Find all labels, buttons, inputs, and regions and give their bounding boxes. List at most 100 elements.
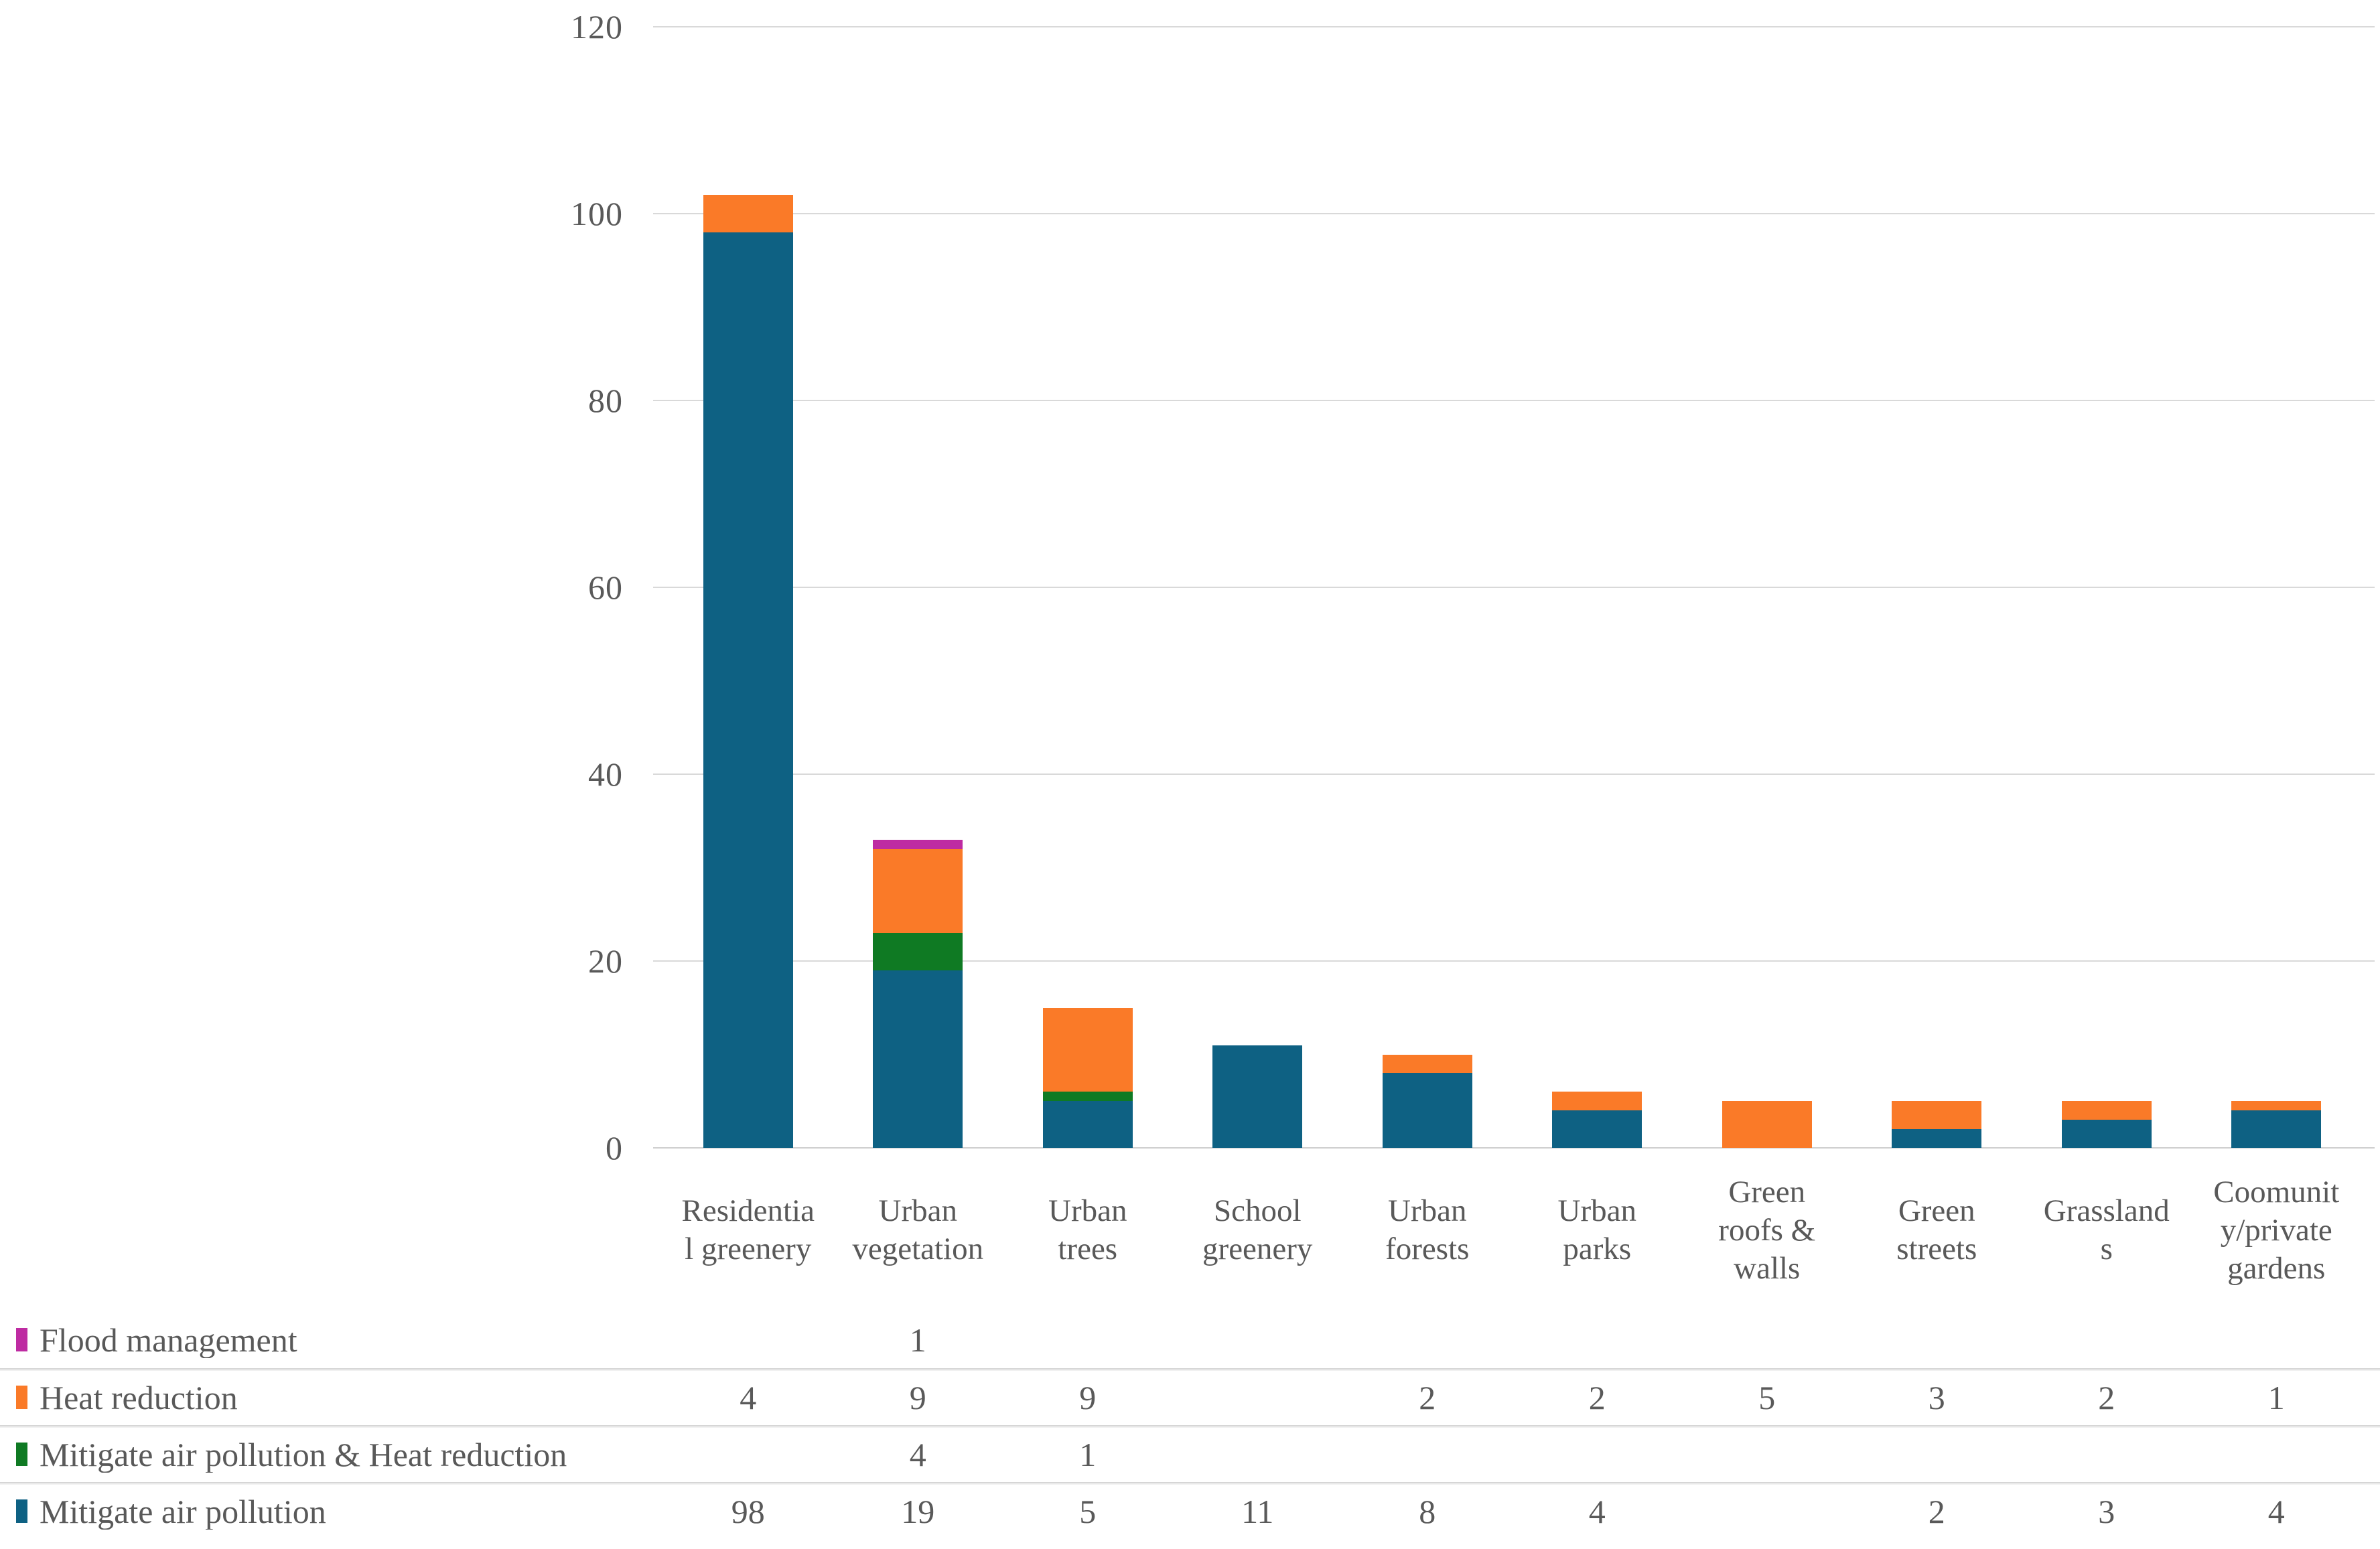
- gridline: [653, 587, 2375, 588]
- table-value-cell: [1682, 1436, 1852, 1473]
- legend-row-label: Mitigate air pollution & Heat reduction: [0, 1436, 663, 1473]
- table-value-cell: [1852, 1322, 2022, 1358]
- table-value-cell: 8: [1419, 1492, 1436, 1530]
- x-category-label: Urban trees: [1048, 1193, 1127, 1266]
- bar-column: [1003, 27, 1173, 1148]
- table-value-cells: 1: [663, 1322, 2361, 1358]
- table-value-cell: 2: [2098, 1378, 2115, 1416]
- legend-data-table: Flood management 1 Heat reduction 4 9 9 2 2 5 3 2 1…: [0, 1311, 2380, 1539]
- table-value-cell: 3: [1928, 1378, 1945, 1416]
- x-category-label: Grassland s: [2043, 1193, 2170, 1266]
- table-value-cell: 1: [909, 1321, 926, 1359]
- bar-segment-heat-reduction: [2231, 1101, 2322, 1111]
- table-value-cell: 5: [1758, 1378, 1776, 1416]
- x-axis-baseline: [653, 1147, 2375, 1149]
- legend-key-swatch: [16, 1499, 27, 1523]
- bar-segment-mitigate-air-pollution: [873, 970, 963, 1148]
- legend-key-swatch: [16, 1443, 27, 1466]
- bar-segment-mitigate-air-pollution: [1892, 1129, 1982, 1148]
- x-category-label: Coomunit y/private gardens: [2213, 1174, 2340, 1286]
- bar-segment-flood-management: [873, 839, 963, 849]
- series-name: Flood management: [40, 1321, 297, 1358]
- bar-segment-mitigate-air-pollution-heat-reduction: [873, 933, 963, 970]
- table-value-cell: [663, 1436, 833, 1473]
- bar-segment-heat-reduction: [703, 195, 793, 232]
- y-tick-label: 120: [571, 8, 623, 46]
- table-row: Mitigate air pollution & Heat reduction 4…: [0, 1425, 2380, 1482]
- table-value-cell: 11: [1241, 1492, 1274, 1530]
- table-value-cell: 1: [2267, 1378, 2285, 1416]
- table-row: Mitigate air pollution 98 19 5 11 8 4 2 3 4: [0, 1482, 2380, 1539]
- bar-column: [2022, 27, 2192, 1148]
- series-name: Heat reduction: [40, 1379, 238, 1416]
- bar-column: [1513, 27, 1683, 1148]
- table-value-cell: 19: [901, 1492, 935, 1530]
- x-axis-labels: Residentia l greenery Urban vegetation Urb…: [663, 1164, 2361, 1297]
- bar-segment-mitigate-air-pollution: [1552, 1110, 1642, 1148]
- bar-column: [2192, 27, 2362, 1148]
- bar-segment-mitigate-air-pollution: [1212, 1045, 1303, 1148]
- bar-segment-heat-reduction: [1042, 1007, 1133, 1092]
- table-value-cell: 4: [2267, 1492, 2285, 1530]
- table-value-cells: 4 9 9 2 2 5 3 2 1: [663, 1380, 2361, 1416]
- table-value-cell: [1173, 1436, 1343, 1473]
- bar-segment-heat-reduction: [1552, 1092, 1642, 1111]
- table-value-cell: 2: [1928, 1492, 1945, 1530]
- bar-segment-mitigate-air-pollution: [703, 232, 793, 1148]
- y-tick-label: 0: [606, 1129, 623, 1167]
- bar-segment-heat-reduction: [1382, 1054, 1472, 1074]
- table-row: Heat reduction 4 9 9 2 2 5 3 2 1: [0, 1368, 2380, 1425]
- x-category-label: Urban forests: [1385, 1193, 1470, 1266]
- table-value-cell: [663, 1322, 833, 1358]
- table-value-cell: 2: [1419, 1378, 1436, 1416]
- gridline: [653, 960, 2375, 962]
- x-category-label: Urban vegetation: [852, 1193, 984, 1266]
- bar-segment-mitigate-air-pollution: [1042, 1101, 1133, 1148]
- table-value-cell: 4: [740, 1378, 757, 1416]
- bars-area: [663, 27, 2361, 1148]
- legend-row-label: Heat reduction: [0, 1380, 663, 1416]
- y-tick-label: 40: [588, 755, 623, 793]
- x-category-label: Residentia l greenery: [681, 1193, 815, 1266]
- x-category-label: Urban parks: [1557, 1193, 1636, 1266]
- bar-segment-mitigate-air-pollution: [1382, 1073, 1472, 1148]
- gridline: [653, 400, 2375, 401]
- bar-segment-heat-reduction: [2061, 1101, 2152, 1120]
- table-value-cell: [1342, 1322, 1513, 1358]
- table-value-cell: 4: [909, 1435, 926, 1473]
- bar-column: [833, 27, 1003, 1148]
- table-value-cell: [2192, 1436, 2362, 1473]
- table-row: Flood management 1: [0, 1311, 2380, 1368]
- legend-row-label: Mitigate air pollution: [0, 1493, 663, 1530]
- table-value-cell: [2022, 1436, 2192, 1473]
- bar-segment-mitigate-air-pollution: [2061, 1120, 2152, 1148]
- table-value-cell: 9: [909, 1378, 926, 1416]
- table-value-cell: 4: [1588, 1492, 1606, 1530]
- y-tick-label: 80: [588, 382, 623, 419]
- gridline: [653, 26, 2375, 27]
- table-value-cell: [1682, 1322, 1852, 1358]
- bar-segment-mitigate-air-pollution: [2231, 1110, 2322, 1148]
- table-value-cell: 98: [731, 1492, 765, 1530]
- y-tick-label: 100: [571, 195, 623, 232]
- x-category-label: Green streets: [1896, 1193, 1977, 1266]
- bar-segment-heat-reduction: [1892, 1101, 1982, 1130]
- legend-key-swatch: [16, 1386, 27, 1409]
- table-value-cell: [1513, 1322, 1683, 1358]
- table-value-cell: [2192, 1322, 2362, 1358]
- gridline: [653, 773, 2375, 775]
- table-value-cell: [1342, 1436, 1513, 1473]
- legend-row-label: Flood management: [0, 1322, 663, 1358]
- bar-segment-heat-reduction: [873, 849, 963, 934]
- table-value-cells: 98 19 5 11 8 4 2 3 4: [663, 1493, 2361, 1530]
- legend-key-swatch: [16, 1328, 27, 1351]
- table-value-cell: [1173, 1380, 1343, 1416]
- bar-segment-mitigate-air-pollution-heat-reduction: [1042, 1092, 1133, 1102]
- gridline: [653, 213, 2375, 214]
- series-name: Mitigate air pollution: [40, 1493, 326, 1530]
- table-value-cell: 5: [1079, 1492, 1097, 1530]
- bar-column: [1852, 27, 2022, 1148]
- x-category-label: School greenery: [1202, 1193, 1313, 1266]
